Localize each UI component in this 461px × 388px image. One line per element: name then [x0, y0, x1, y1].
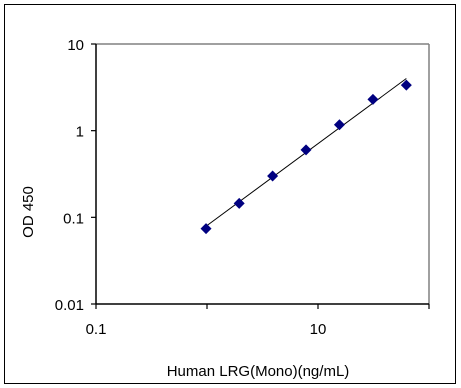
data-point	[400, 79, 412, 91]
y-tick-label: 10	[67, 37, 84, 54]
x-tick-label: 10	[310, 321, 327, 338]
y-tick-label: 0.1	[63, 210, 84, 227]
data-point	[300, 144, 312, 156]
data-point	[267, 170, 279, 182]
y-axis-label: OD 450	[20, 186, 37, 238]
x-axis-label: Human LRG(Mono)(ng/mL)	[167, 363, 350, 380]
data-point	[333, 119, 345, 131]
data-point	[233, 197, 245, 209]
y-tick-label: 0.01	[55, 297, 84, 314]
y-tick-label: 1	[76, 124, 84, 141]
chart-frame	[4, 4, 456, 384]
data-point	[200, 223, 212, 235]
data-point	[367, 93, 379, 105]
x-tick-label: 0.1	[86, 321, 107, 338]
